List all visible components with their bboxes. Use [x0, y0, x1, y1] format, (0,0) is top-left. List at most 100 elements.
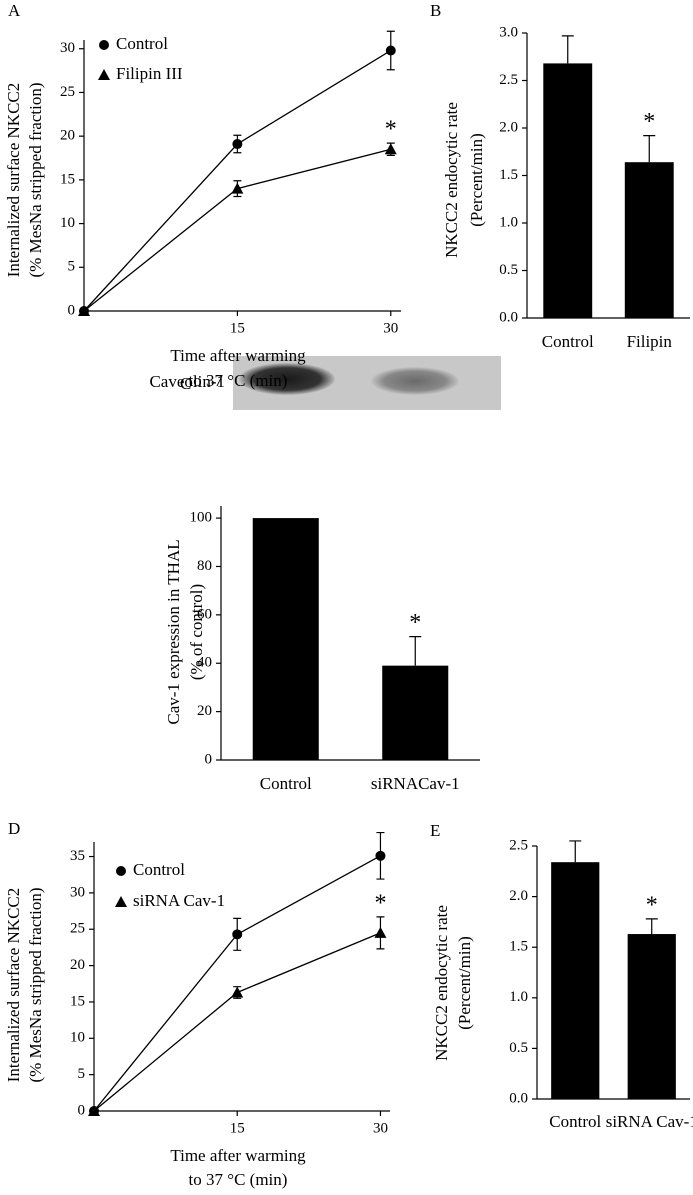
- y-tick-label: 0.5: [509, 1040, 528, 1056]
- marker: [232, 139, 243, 150]
- marker: [375, 850, 386, 861]
- y-tick-label: 60: [197, 606, 212, 622]
- y-tick-label: 0.5: [499, 262, 518, 278]
- marker: [374, 926, 387, 938]
- annotation: *: [374, 890, 386, 916]
- panel-label: B: [430, 1, 441, 20]
- x-tick-label: siRNACav-1: [371, 774, 460, 793]
- y-tick-label: 100: [190, 510, 213, 526]
- y-tick-label: 1.5: [499, 167, 518, 183]
- legend-marker: [116, 866, 126, 876]
- x-tick-label: 30: [373, 1120, 388, 1136]
- bar: [627, 934, 676, 1099]
- y-axis-title: NKCC2 endocytic rate: [442, 102, 461, 258]
- bar: [382, 665, 449, 760]
- marker: [231, 182, 244, 194]
- y-tick-label: 30: [60, 40, 75, 56]
- y-axis-title: NKCC2 endocytic rate: [432, 905, 451, 1061]
- series-line: [83, 148, 391, 312]
- y-axis-title: Internalized surface NKCC2: [4, 83, 23, 277]
- annotation: *: [646, 892, 658, 918]
- x-axis-title: to 37 °C (min): [189, 1170, 288, 1189]
- y-axis-title: (Percent/min): [467, 133, 486, 226]
- marker: [78, 305, 90, 316]
- error-bar: [645, 918, 658, 935]
- y-tick-label: 2.0: [509, 888, 528, 904]
- bar: [252, 518, 319, 760]
- legend-marker: [98, 69, 110, 80]
- y-tick-label: 2.0: [499, 119, 518, 135]
- y-axis-title: Cav-1 expression in THAL: [164, 539, 183, 724]
- marker: [384, 143, 397, 155]
- y-tick-label: 25: [70, 921, 85, 937]
- y-tick-label: 30: [70, 884, 85, 900]
- y-axis-title: (% MesNa stripped fraction): [26, 888, 45, 1083]
- panel-label: E: [430, 821, 440, 840]
- y-axis-title: Internalized surface NKCC2: [4, 888, 23, 1082]
- marker: [385, 45, 396, 56]
- x-tick-label: Filipin: [627, 332, 673, 351]
- legend-marker: [99, 40, 109, 50]
- blot-label: Caveolin-1: [149, 372, 225, 391]
- x-tick-label: 30: [383, 320, 398, 336]
- y-tick-label: 3.0: [499, 24, 518, 40]
- y-tick-label: 40: [197, 655, 212, 671]
- panel-label: A: [8, 1, 21, 20]
- error-bar: [569, 840, 582, 863]
- y-tick-label: 80: [197, 558, 212, 574]
- error-bar: [643, 135, 656, 163]
- x-axis-title: Time after warming: [170, 1146, 306, 1165]
- x-tick-label: 15: [230, 1120, 245, 1136]
- y-tick-label: 0: [68, 302, 76, 318]
- x-axis-title: Time after warming: [170, 346, 306, 365]
- y-tick-label: 0.0: [499, 309, 518, 325]
- panel-label: D: [8, 819, 20, 838]
- legend-label: Control: [133, 860, 185, 879]
- y-tick-label: 0.0: [509, 1090, 528, 1106]
- y-axis-title: (% of control): [187, 584, 206, 680]
- y-tick-label: 20: [70, 957, 85, 973]
- series-line: [93, 932, 381, 1112]
- y-tick-label: 1.0: [509, 989, 528, 1005]
- panel-label: C: [180, 374, 191, 393]
- bar: [551, 862, 600, 1099]
- y-axis-title: (Percent/min): [455, 936, 474, 1029]
- x-tick-label: 15: [230, 320, 245, 336]
- marker: [231, 986, 244, 998]
- western-blot: [233, 356, 501, 410]
- bar: [624, 162, 674, 318]
- bar: [543, 63, 593, 319]
- y-tick-label: 25: [60, 84, 75, 100]
- y-tick-label: 15: [60, 171, 75, 187]
- y-tick-label: 10: [70, 1030, 85, 1046]
- x-tick-label: Control: [542, 332, 594, 351]
- x-tick-label: Control: [260, 774, 312, 793]
- y-tick-label: 35: [70, 848, 85, 864]
- y-tick-label: 1.0: [499, 214, 518, 230]
- y-tick-label: 10: [60, 215, 75, 231]
- y-tick-label: 0: [78, 1102, 86, 1118]
- marker: [88, 1105, 100, 1116]
- y-tick-label: 0: [205, 751, 213, 767]
- y-tick-label: 20: [60, 128, 75, 144]
- y-tick-label: 2.5: [499, 72, 518, 88]
- blot-band: [371, 367, 459, 395]
- marker: [232, 929, 243, 940]
- y-tick-label: 5: [68, 259, 76, 275]
- y-tick-label: 1.5: [509, 939, 528, 955]
- error-bar: [409, 636, 422, 666]
- annotation: *: [385, 117, 397, 143]
- x-tick-label: Control: [549, 1112, 601, 1131]
- y-axis-title: (% MesNa stripped fraction): [26, 83, 45, 278]
- legend-marker: [115, 896, 127, 907]
- error-bar: [561, 35, 574, 64]
- x-tick-label: siRNA Cav-1: [606, 1112, 693, 1131]
- legend-label: Control: [116, 34, 168, 53]
- x-axis-title: to 37 °C (min): [189, 371, 288, 390]
- annotation: *: [409, 610, 421, 636]
- annotation: *: [643, 109, 655, 135]
- legend-label: Filipin III: [116, 64, 183, 83]
- y-tick-label: 2.5: [509, 837, 528, 853]
- y-tick-label: 20: [197, 703, 212, 719]
